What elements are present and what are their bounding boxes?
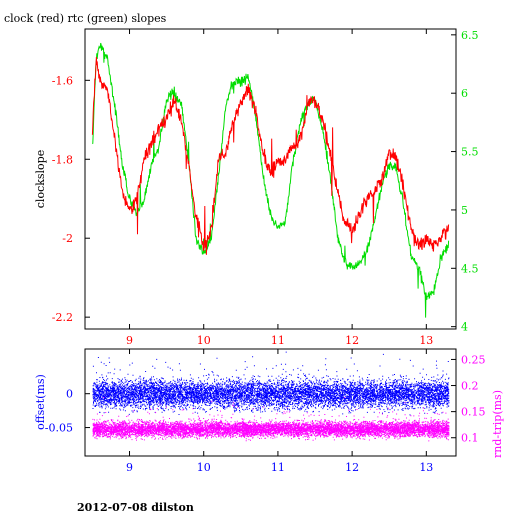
x-tick-label: 12 bbox=[345, 334, 359, 347]
chart-title: clock (red) rtc (green) slopes bbox=[4, 12, 167, 25]
y-tick-label: -1.8 bbox=[52, 153, 73, 166]
offset-chart: 9 10 11 12 13 0 -0.05 0.25 0.2 0.15 0.1 offset(m… bbox=[34, 348, 504, 474]
y-tick-label: -2 bbox=[62, 232, 73, 245]
x-tick-label: 9 bbox=[126, 334, 133, 347]
y2-tick-label: 0.1 bbox=[461, 432, 479, 445]
slopes-y-axis-label: clockslope bbox=[34, 150, 47, 208]
offset-y2-ticks: 0.25 0.2 0.15 0.1 bbox=[451, 353, 486, 445]
y2-tick-label: 5.5 bbox=[461, 146, 479, 159]
footer-label: 2012-07-08 dilston bbox=[77, 501, 194, 512]
x-tick-label: 11 bbox=[271, 461, 285, 474]
y-tick-label: -0.05 bbox=[45, 422, 73, 435]
y2-tick-label: 0.15 bbox=[461, 406, 486, 419]
y2-tick-label: 0.2 bbox=[461, 380, 479, 393]
offset-points bbox=[92, 351, 450, 416]
y2-tick-label: 6 bbox=[461, 87, 468, 100]
y2-tick-label: 5 bbox=[461, 204, 468, 217]
slopes-plot-frame bbox=[84, 28, 457, 330]
offset-plot-frame bbox=[84, 348, 457, 457]
x-tick-label: 12 bbox=[345, 461, 359, 474]
slopes-y-ticks: -1.6 -1.8 -2 -2.2 bbox=[52, 74, 90, 324]
rtc-series-line bbox=[92, 42, 450, 318]
slopes-series-layer bbox=[91, 42, 450, 318]
offset-y-ticks: 0 -0.05 bbox=[45, 388, 90, 435]
rndtrip-points bbox=[92, 397, 450, 442]
y2-tick-label: 4 bbox=[461, 321, 468, 334]
x-tick-label: 9 bbox=[126, 461, 133, 474]
x-tick-label: 13 bbox=[419, 461, 433, 474]
x-tick-label: 13 bbox=[419, 334, 433, 347]
offset-y-axis-label: offset(ms) bbox=[34, 374, 47, 430]
y2-tick-label: 6.5 bbox=[461, 29, 479, 42]
offset-x-ticks: 9 10 11 12 13 bbox=[126, 349, 433, 474]
y-tick-label: 0 bbox=[66, 388, 73, 401]
y-tick-label: -1.6 bbox=[52, 74, 73, 87]
slopes-y2-ticks: 6.5 6 5.5 5 4.5 4 bbox=[451, 29, 479, 334]
y2-tick-label: 0.25 bbox=[461, 353, 486, 366]
x-tick-label: 10 bbox=[197, 334, 211, 347]
x-tick-label: 11 bbox=[271, 334, 285, 347]
slopes-x-ticks: 9 10 11 12 13 bbox=[126, 29, 433, 347]
slopes-chart: 9 10 11 12 13 -1.6 -1.8 -2 -2.2 6.5 6 5.5 5 4.5 4 cl… bbox=[34, 28, 479, 347]
rndtrip-y-axis-label: rnd-trip(ms) bbox=[491, 390, 504, 458]
clock-series-line bbox=[91, 56, 450, 255]
y-tick-label: -2.2 bbox=[52, 311, 73, 324]
offset-series-layer bbox=[92, 351, 450, 442]
y2-tick-label: 4.5 bbox=[461, 262, 479, 275]
x-tick-label: 10 bbox=[197, 461, 211, 474]
